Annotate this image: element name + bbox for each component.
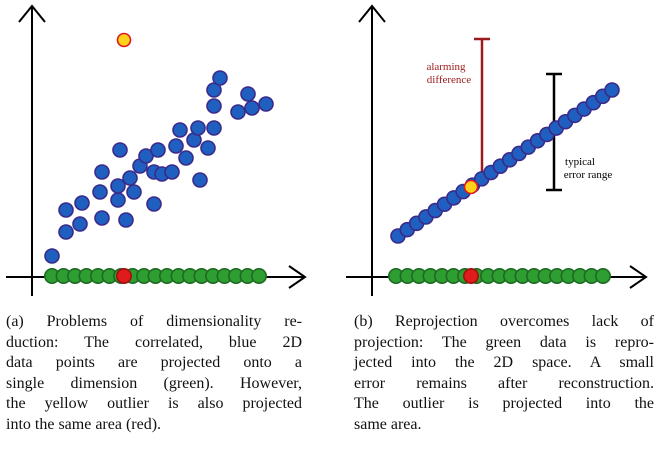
data-point <box>206 120 222 136</box>
panel-a-projected-points <box>43 267 268 284</box>
panel-b-x-arrowhead <box>629 265 648 289</box>
data-point <box>192 172 208 188</box>
data-point <box>122 170 138 186</box>
typical-label-line2: error range <box>564 169 613 181</box>
data-point <box>190 120 206 136</box>
panel-a-x-arrowhead <box>288 265 307 289</box>
data-point <box>72 216 88 232</box>
caption-a-line: duction: The correlated, blue 2D <box>6 333 302 351</box>
caption-a-line: into the same area (red). <box>6 415 162 433</box>
panel-a-y-arrowhead <box>18 4 46 23</box>
caption-a-line: (a) Problems of dimensionality re- <box>6 313 302 330</box>
data-point <box>164 164 180 180</box>
caption-b-line: projection: The green data is repro- <box>354 333 654 351</box>
caption-a-line: the yellow outlier is also projected <box>6 395 302 412</box>
data-point <box>44 248 60 264</box>
data-point <box>126 184 142 200</box>
data-point <box>146 196 162 212</box>
caption-a-line: data points are projected onto a <box>6 354 302 371</box>
alarming-difference-bar <box>474 37 490 186</box>
data-point <box>138 148 154 164</box>
caption-b-line: The outlier is projected into the <box>354 395 654 412</box>
data-point <box>230 104 246 120</box>
projected-point <box>251 267 268 284</box>
data-point <box>110 192 126 208</box>
reprojected-point <box>604 82 620 98</box>
data-point <box>244 100 260 116</box>
data-point <box>178 150 194 166</box>
data-point <box>94 164 110 180</box>
caption-b-line: (b) Reprojection overcomes lack of <box>354 313 654 330</box>
data-point <box>258 96 274 112</box>
caption-b-line: error remains after reconstruction. <box>354 374 654 392</box>
projected-outlier-point <box>116 267 133 284</box>
panel-a-caption: (a) Problems of dimensionality re- ducti… <box>6 312 302 435</box>
outlier-point <box>116 32 132 48</box>
data-point <box>118 212 134 228</box>
data-point <box>212 70 228 86</box>
panel-b-projected-points <box>387 267 611 284</box>
projected-outlier-point <box>462 267 479 284</box>
panel-b-axes <box>346 4 648 296</box>
panel-b-caption: (b) Reprojection overcomes lack of proje… <box>354 312 654 435</box>
data-point <box>58 202 74 218</box>
data-point <box>74 195 90 211</box>
data-point <box>112 142 128 158</box>
data-point <box>110 178 126 194</box>
data-point <box>58 224 74 240</box>
caption-a-line: single dimension (green). However, <box>6 374 302 392</box>
data-point <box>168 138 184 154</box>
data-point <box>200 140 216 156</box>
data-point <box>240 86 256 102</box>
panel-b-y-arrowhead <box>358 4 386 23</box>
data-point <box>150 142 166 158</box>
data-point <box>206 82 222 98</box>
data-point <box>92 184 108 200</box>
alarming-label-line1: alarming <box>426 61 466 73</box>
diagram-canvas: alarming difference typical error range <box>6 4 648 296</box>
panel-b-reprojected-points <box>390 82 620 244</box>
outlier-markers <box>116 32 479 284</box>
data-point <box>172 122 188 138</box>
panel-a-data-points <box>44 70 274 264</box>
data-point <box>94 210 110 226</box>
alarming-label-line2: difference <box>427 74 471 86</box>
caption-b-line: same area. <box>354 415 422 433</box>
reprojected-outlier-point <box>463 179 479 195</box>
caption-b-line: jected into the 2D space. A small <box>354 354 654 371</box>
typical-label-line1: typical <box>565 156 595 168</box>
projected-point <box>594 267 611 284</box>
data-point <box>206 98 222 114</box>
